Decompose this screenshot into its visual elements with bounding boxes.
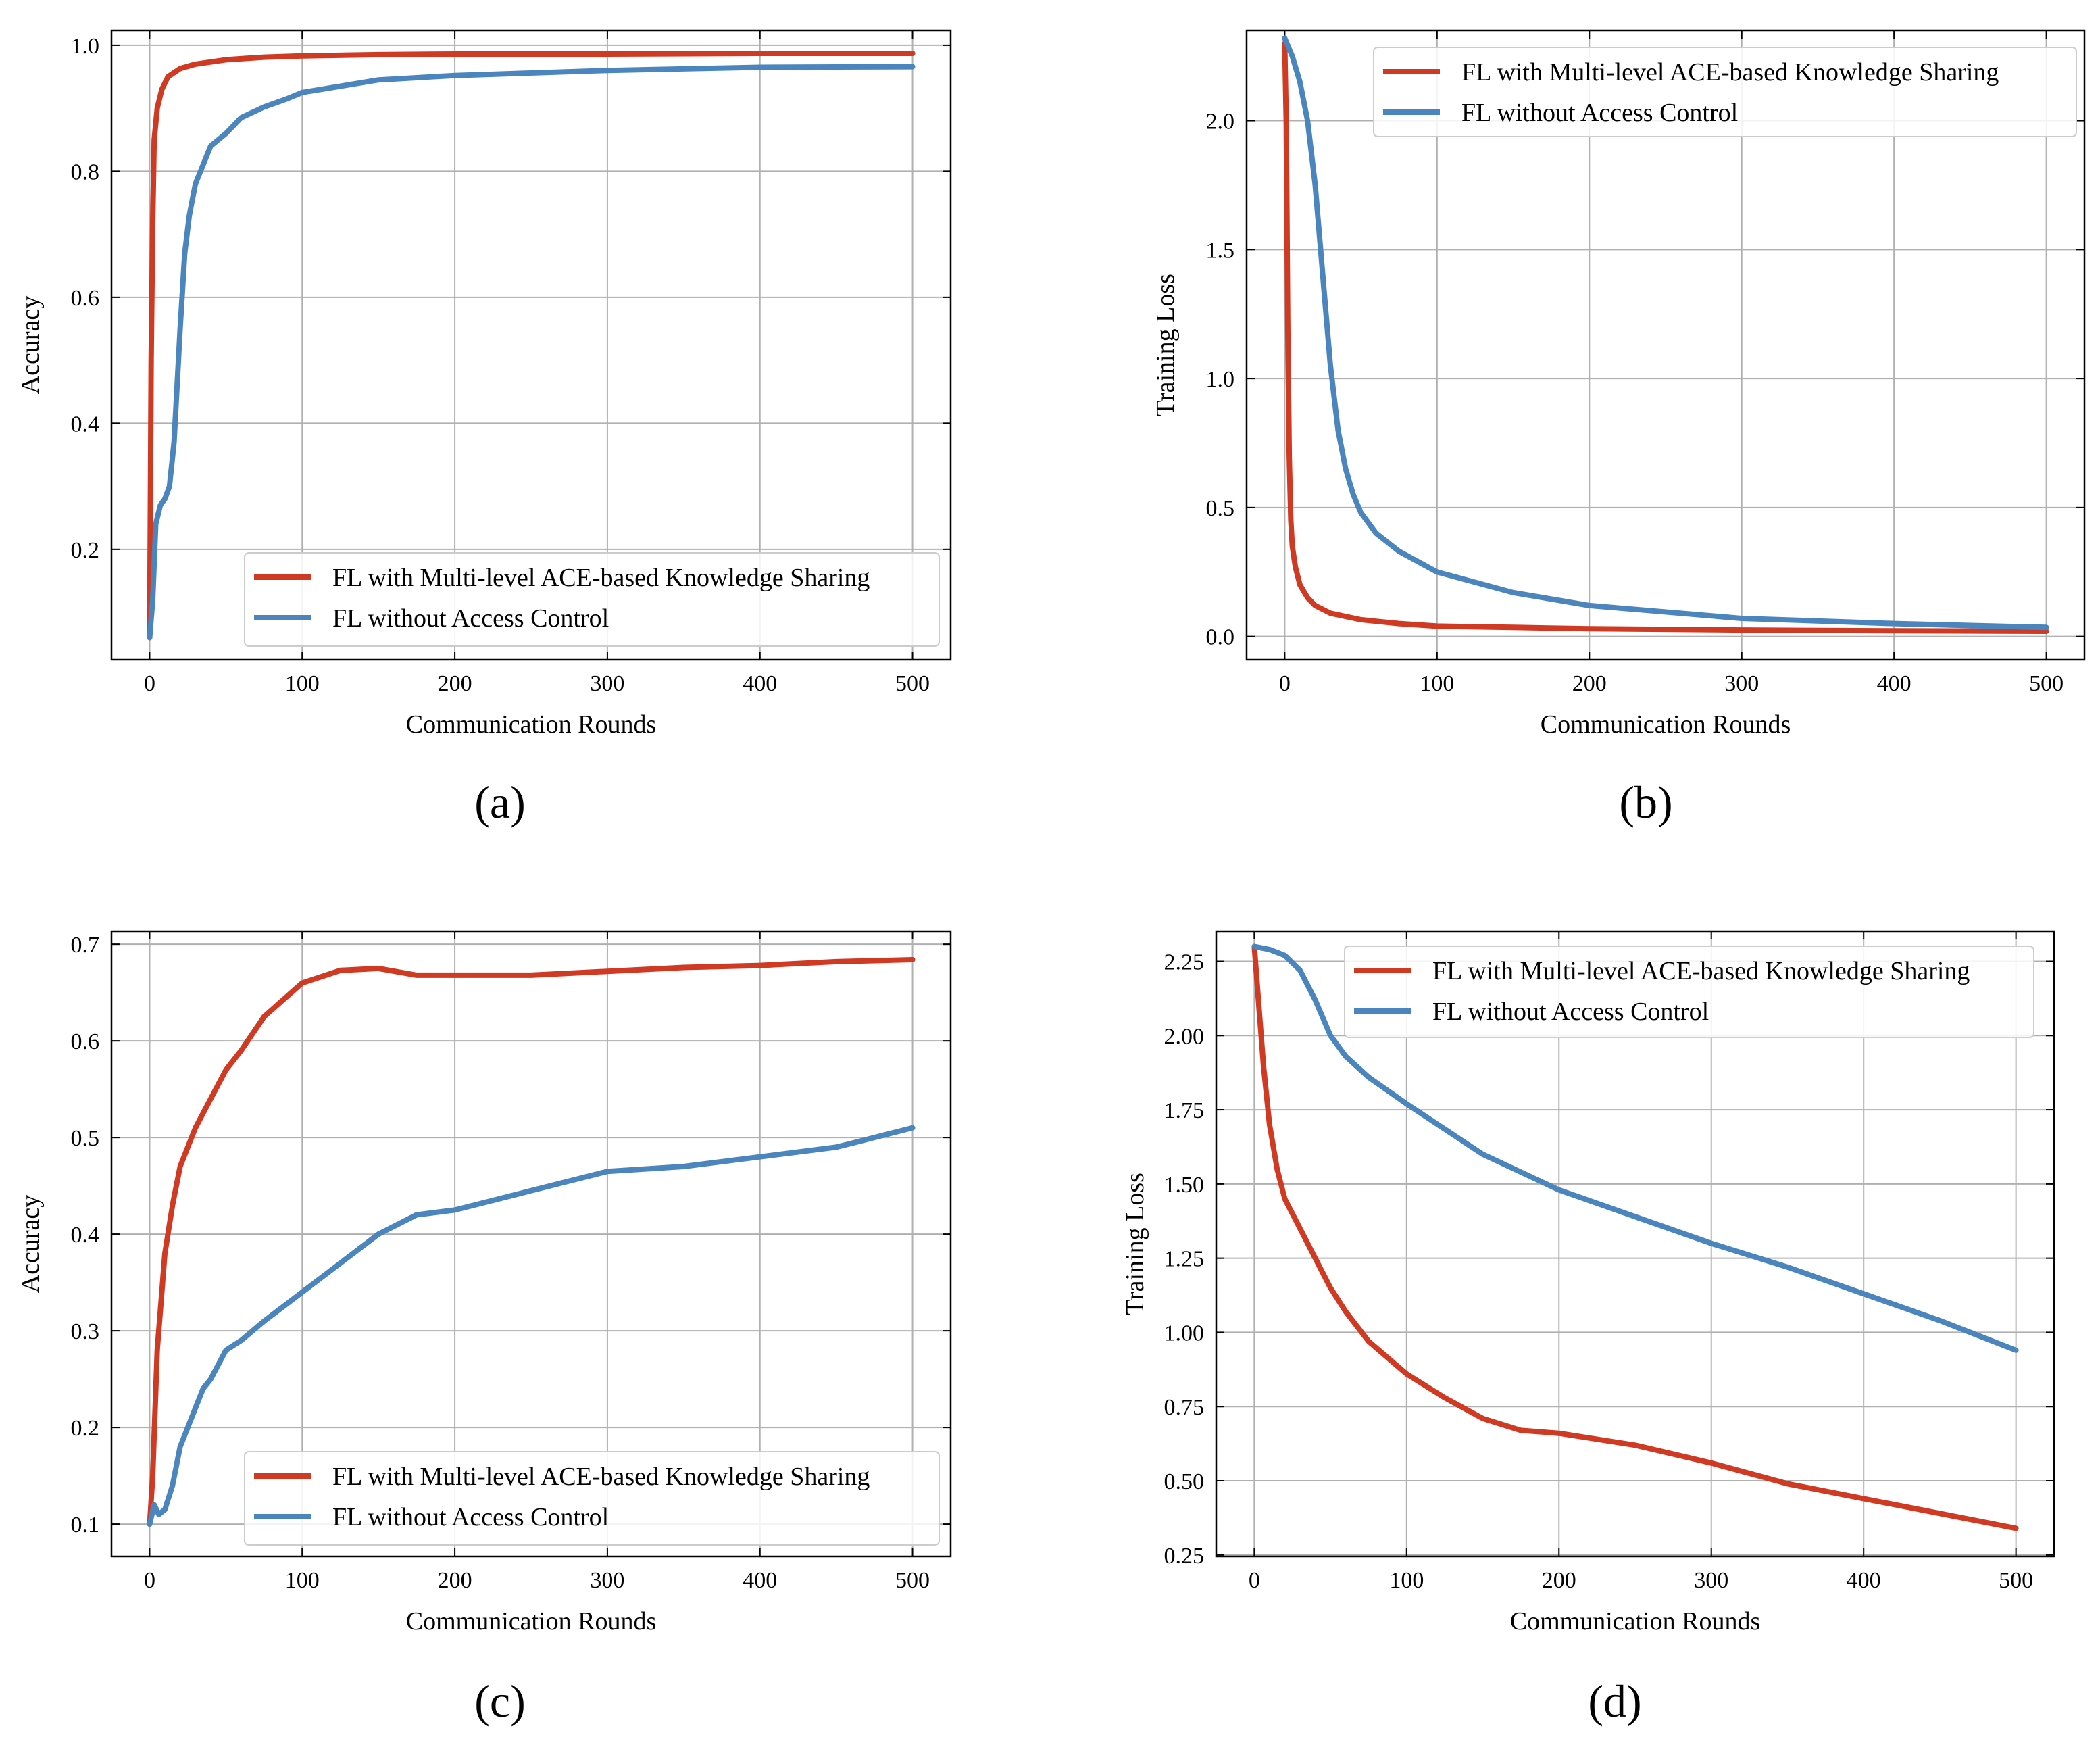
y-tick-label: 0.3 xyxy=(71,1319,100,1344)
y-tick-label: 1.00 xyxy=(1164,1321,1205,1346)
y-tick-label: 0.6 xyxy=(71,286,100,311)
x-tick-label: 500 xyxy=(895,671,930,696)
y-axis-label: Accuracy xyxy=(16,1195,45,1294)
series-line-no-access-control xyxy=(147,64,916,641)
legend-label: FL with Multi-level ACE-based Knowledge … xyxy=(1461,58,1999,87)
y-tick-label: 0.1 xyxy=(71,1513,100,1538)
y-tick-label: 0.5 xyxy=(1206,496,1235,521)
y-tick-label: 0.2 xyxy=(71,538,100,563)
panel-caption: (d) xyxy=(1588,1675,1641,1727)
legend-label: FL without Access Control xyxy=(332,1503,609,1531)
x-tick-label: 200 xyxy=(438,1568,472,1593)
plot-frame xyxy=(110,930,952,1558)
series-line-ace-sharing xyxy=(1251,943,2019,1531)
legend-box xyxy=(1373,47,2077,137)
series-line-no-access-control xyxy=(1251,943,2019,1353)
legend-box xyxy=(1344,946,2034,1038)
x-tick-label: 500 xyxy=(1999,1568,2033,1593)
legend-box xyxy=(244,1451,940,1546)
x-tick-label: 100 xyxy=(285,1568,320,1593)
x-tick-label: 300 xyxy=(1724,671,1759,696)
series-line-ace-sharing xyxy=(1282,41,2049,634)
y-tick-label: 1.0 xyxy=(1206,367,1235,392)
legend: FL with Multi-level ACE-based Knowledge … xyxy=(1344,946,2034,1038)
y-tick-label: 0.8 xyxy=(71,159,100,185)
x-tick-label: 300 xyxy=(590,671,624,696)
y-tick-label: 0.4 xyxy=(71,412,100,437)
y-tick-label: 1.5 xyxy=(1206,238,1235,263)
y-tick-label: 1.75 xyxy=(1164,1098,1205,1123)
x-tick-label: 300 xyxy=(590,1568,624,1593)
x-tick-label: 0 xyxy=(144,1568,155,1593)
y-tick-label: 2.00 xyxy=(1164,1024,1205,1049)
x-tick-label: 500 xyxy=(2029,671,2064,696)
legend: FL with Multi-level ACE-based Knowledge … xyxy=(244,552,940,647)
legend-label: FL with Multi-level ACE-based Knowledge … xyxy=(1432,957,1970,985)
chart-panel-d: 0 100 200 300 400 500 0.25 0.50 0.75 1.00 1.25 1.50… xyxy=(1121,930,2055,1727)
y-tick-label: 2.0 xyxy=(1206,109,1235,134)
y-tick-label: 0.5 xyxy=(71,1126,100,1151)
x-tick-label: 0 xyxy=(1249,1568,1260,1593)
x-axis-label: Communication Rounds xyxy=(1510,1607,1761,1636)
series-line-ace-sharing xyxy=(147,51,916,641)
series-line-no-access-control xyxy=(147,1125,916,1527)
x-tick-label: 200 xyxy=(1542,1568,1576,1593)
y-tick-label: 0.50 xyxy=(1164,1469,1205,1494)
y-tick-label: 0.4 xyxy=(71,1223,100,1248)
y-tick-label: 0.75 xyxy=(1164,1395,1205,1420)
x-tick-label: 200 xyxy=(1572,671,1607,696)
y-tick-label: 0.2 xyxy=(71,1416,100,1441)
legend-label: FL without Access Control xyxy=(332,604,609,633)
y-axis-label: Training Loss xyxy=(1151,274,1180,416)
plot-frame xyxy=(1245,29,2086,661)
legend: FL with Multi-level ACE-based Knowledge … xyxy=(244,1451,940,1546)
x-tick-label: 400 xyxy=(1847,1568,1881,1593)
panel-caption: (b) xyxy=(1619,777,1672,828)
legend-label: FL without Access Control xyxy=(1432,998,1709,1026)
x-tick-label: 500 xyxy=(895,1568,930,1593)
plot-frame xyxy=(110,29,952,661)
y-tick-label: 0.0 xyxy=(1206,625,1235,650)
y-axis-label: Accuracy xyxy=(16,296,45,395)
x-axis-label: Communication Rounds xyxy=(406,1607,657,1636)
x-axis-label: Communication Rounds xyxy=(406,710,657,739)
panel-caption: (a) xyxy=(474,777,525,828)
y-tick-label: 0.6 xyxy=(71,1029,100,1054)
legend-label: FL with Multi-level ACE-based Knowledge … xyxy=(332,1463,870,1491)
legend-label: FL without Access Control xyxy=(1461,99,1738,127)
series-line-ace-sharing xyxy=(147,957,916,1527)
legend-label: FL with Multi-level ACE-based Knowledge … xyxy=(332,564,870,592)
y-tick-label: 0.7 xyxy=(71,933,100,958)
plot-frame xyxy=(1215,930,2055,1558)
y-axis-label: Training Loss xyxy=(1121,1173,1149,1315)
x-tick-label: 400 xyxy=(1877,671,1911,696)
x-axis-label: Communication Rounds xyxy=(1541,710,1791,739)
chart-panel-b: 0 100 200 300 400 500 0.0 0.5 1.0 1.5 2.0 Communica… xyxy=(1151,29,2086,828)
y-tick-label: 2.25 xyxy=(1164,950,1205,975)
x-tick-label: 400 xyxy=(743,671,777,696)
x-tick-label: 300 xyxy=(1694,1568,1728,1593)
x-tick-label: 100 xyxy=(1389,1568,1424,1593)
panel-caption: (c) xyxy=(474,1675,525,1727)
x-tick-label: 400 xyxy=(743,1568,777,1593)
chart-panel-a: 0 100 200 300 400 500 0.2 0.4 0.6 0.8 1.0 Communica… xyxy=(16,29,952,828)
x-tick-label: 100 xyxy=(285,671,320,696)
legend-box xyxy=(244,552,940,647)
x-tick-label: 0 xyxy=(144,671,155,696)
y-tick-label: 0.25 xyxy=(1164,1544,1205,1569)
series-line-no-access-control xyxy=(1282,35,2049,631)
y-tick-label: 1.0 xyxy=(71,34,100,59)
legend: FL with Multi-level ACE-based Knowledge … xyxy=(1373,47,2077,137)
x-tick-label: 0 xyxy=(1279,671,1291,696)
y-tick-label: 1.50 xyxy=(1164,1173,1205,1198)
x-tick-label: 100 xyxy=(1420,671,1454,696)
chart-panel-c: 0 100 200 300 400 500 0.1 0.2 0.3 0.4 0.5 0.6 0.7 Com… xyxy=(16,930,952,1727)
y-tick-label: 1.25 xyxy=(1164,1247,1205,1272)
x-tick-label: 200 xyxy=(438,671,472,696)
